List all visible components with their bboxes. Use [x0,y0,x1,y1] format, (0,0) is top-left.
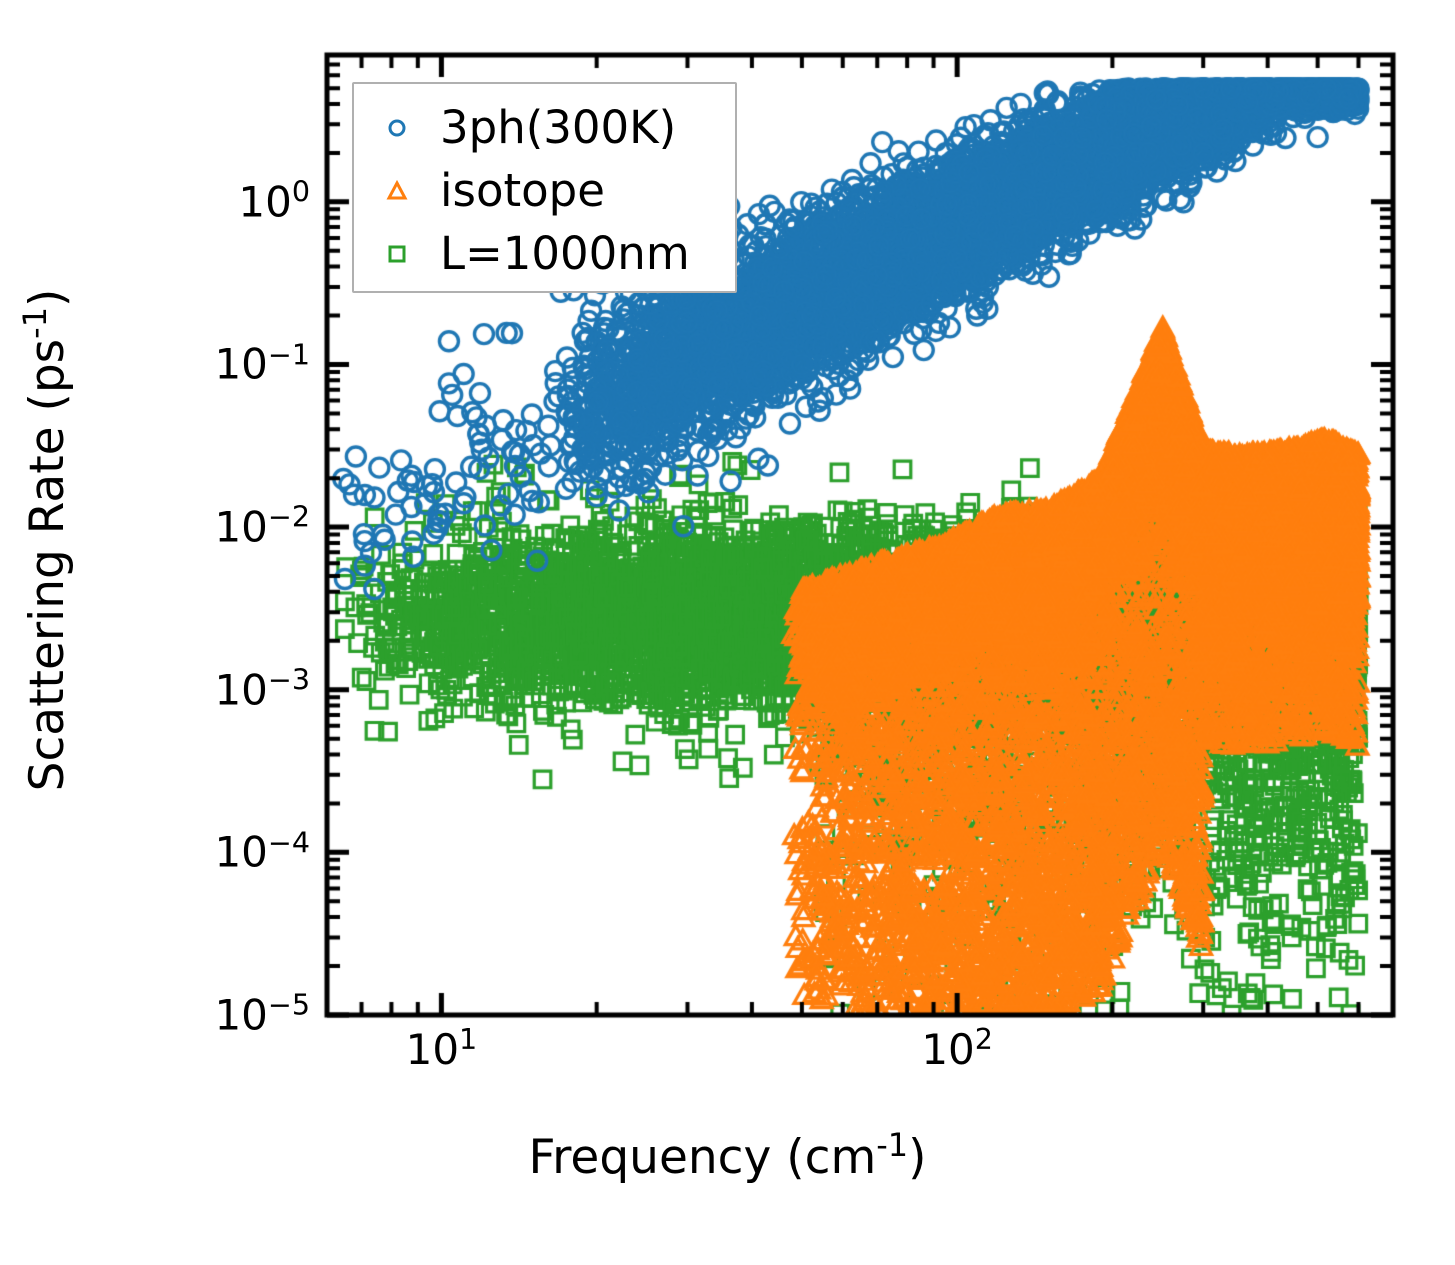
y-tick-label-4: 10−4 [95,825,310,877]
legend: 3ph(300K) isotope L=1000nm [352,82,737,293]
x-tick-label-1: 102 [921,1022,993,1074]
tick-label-exponent: −2 [267,499,310,534]
tick-label-text: 100 [238,174,310,227]
tick-label-text: 10−3 [214,662,310,715]
tick-label-exponent: −5 [267,987,310,1022]
tick-label-text: 10−2 [214,499,310,552]
y-axis-title-tail: ) [20,288,75,307]
tick-label-text: 10−5 [214,987,310,1040]
y-tick-label-1: 10−1 [95,337,310,389]
x-axis-title-base: Frequency (cm [528,1130,877,1185]
square-marker-icon [354,241,440,267]
y-axis-title: Scattering Rate (ps-1) [16,288,75,792]
tick-label-text: 102 [921,1022,993,1074]
tick-label-exponent: −4 [267,825,310,860]
x-axis-title-tail: ) [908,1130,927,1185]
legend-item-label: L=1000nm [440,227,690,280]
circle-marker-icon [354,115,440,141]
y-tick-label-3: 10−3 [95,662,310,715]
x-tick-label-0: 101 [405,1022,478,1074]
triangle-marker-icon [354,178,440,204]
legend-item-0[interactable]: 3ph(300K) [354,96,735,159]
y-axis-title-exponent: -1 [16,306,55,339]
y-tick-label-2: 10−2 [95,499,310,552]
tick-label-text: 10−1 [214,337,310,389]
y-axis-title-wrap: Scattering Rate (ps-1) [16,40,75,1040]
y-axis-title-base: Scattering Rate (ps [20,338,75,792]
y-tick-label-0: 100 [95,174,310,227]
tick-label-text: 10−4 [214,825,310,877]
tick-label-exponent: 0 [291,174,310,209]
x-axis-title: Frequency (cm-1) [0,1126,1455,1185]
legend-item-label: 3ph(300K) [440,101,677,154]
legend-item-2[interactable]: L=1000nm [354,222,735,285]
tick-label-exponent: −3 [267,662,310,697]
legend-item-label: isotope [440,164,605,217]
tick-label-exponent: 2 [974,1022,993,1057]
tick-label-text: 101 [405,1022,478,1074]
tick-label-exponent: −1 [267,337,310,372]
x-axis-title-exponent: -1 [876,1126,909,1165]
y-tick-label-5: 10−5 [95,987,310,1040]
tick-label-exponent: 1 [459,1022,478,1057]
legend-item-1[interactable]: isotope [354,159,735,222]
